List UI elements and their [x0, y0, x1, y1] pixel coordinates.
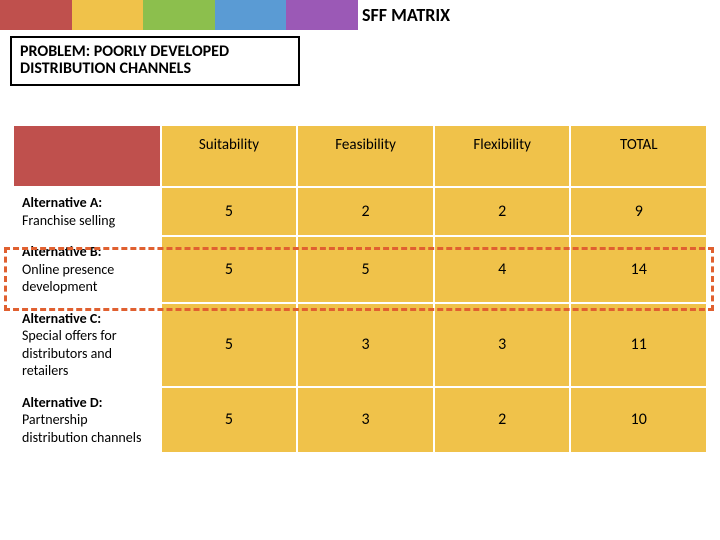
table-row: Alternative D:Partnership distribution c… — [13, 387, 707, 454]
row-label: Alternative B:Online presence developmen… — [13, 236, 161, 303]
matrix-cell: 2 — [434, 187, 571, 236]
header-suitability: Suitability — [161, 125, 298, 187]
problem-box: PROBLEM: POORLY DEVELOPED DISTRIBUTION C… — [10, 36, 300, 86]
header-empty — [13, 125, 161, 187]
alt-desc: Special offers for distributors and reta… — [22, 327, 152, 380]
matrix-cell: 5 — [161, 387, 298, 454]
matrix-cell: 3 — [297, 303, 434, 387]
alt-desc: Franchise selling — [22, 212, 152, 230]
matrix-cell: 3 — [297, 387, 434, 454]
matrix-cell: 2 — [297, 187, 434, 236]
problem-line2: DISTRIBUTION CHANNELS — [20, 59, 290, 78]
row-label: Alternative D:Partnership distribution c… — [13, 387, 161, 454]
strip-block-2 — [143, 0, 215, 30]
alt-name: Alternative C: — [22, 310, 152, 328]
alt-desc: Online presence development — [22, 261, 152, 296]
alt-name: Alternative B: — [22, 243, 152, 261]
header-row: Suitability Feasibility Flexibility TOTA… — [13, 125, 707, 187]
matrix-cell: 5 — [161, 236, 298, 303]
matrix-body: Alternative A:Franchise selling5229Alter… — [13, 187, 707, 453]
matrix-cell: 10 — [570, 387, 707, 454]
sff-matrix-table: Suitability Feasibility Flexibility TOTA… — [12, 124, 708, 454]
matrix-cell: 3 — [434, 303, 571, 387]
row-label: Alternative A:Franchise selling — [13, 187, 161, 236]
matrix-cell: 5 — [297, 236, 434, 303]
strip-block-3 — [215, 0, 287, 30]
matrix-cell: 14 — [570, 236, 707, 303]
matrix-cell: 11 — [570, 303, 707, 387]
matrix-cell: 9 — [570, 187, 707, 236]
matrix-cell: 5 — [161, 187, 298, 236]
alt-desc: Partnership distribution channels — [22, 411, 152, 446]
page-title: SFF MATRIX — [362, 4, 450, 26]
alt-name: Alternative A: — [22, 194, 152, 212]
matrix-cell: 4 — [434, 236, 571, 303]
color-strip — [0, 0, 358, 30]
table-row: Alternative A:Franchise selling5229 — [13, 187, 707, 236]
table-row: Alternative B:Online presence developmen… — [13, 236, 707, 303]
header-feasibility: Feasibility — [297, 125, 434, 187]
table-row: Alternative C:Special offers for distrib… — [13, 303, 707, 387]
header-total: TOTAL — [570, 125, 707, 187]
strip-block-4 — [286, 0, 358, 30]
row-label: Alternative C:Special offers for distrib… — [13, 303, 161, 387]
matrix-cell: 2 — [434, 387, 571, 454]
matrix-cell: 5 — [161, 303, 298, 387]
header-flexibility: Flexibility — [434, 125, 571, 187]
alt-name: Alternative D: — [22, 394, 152, 412]
strip-block-0 — [0, 0, 72, 30]
strip-block-1 — [72, 0, 144, 30]
